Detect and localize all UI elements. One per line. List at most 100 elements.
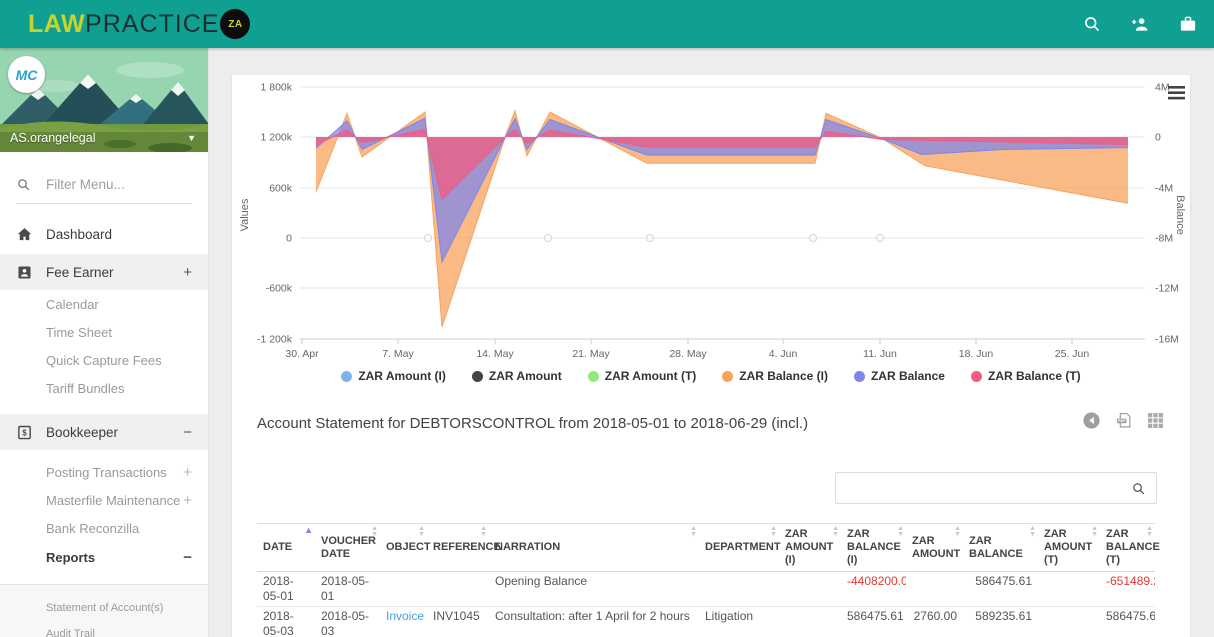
grid-view-icon[interactable] (1147, 412, 1164, 429)
column-header[interactable]: ZAR AMOUNT ▲ ▼ (906, 523, 963, 572)
expander-icon[interactable]: − (183, 548, 192, 566)
table-cell (699, 571, 779, 607)
search-icon[interactable] (1082, 14, 1102, 34)
sidebar-item-label: Audit Trail (46, 628, 95, 637)
column-header[interactable]: ZAR AMOUNT (T) ▲ ▼ (1038, 523, 1100, 572)
sidebar-item-label: Reports (46, 549, 96, 565)
expander-icon[interactable]: + (183, 491, 192, 509)
sidebar-item-bookkeeper[interactable]: $ Bookkeeper − (0, 414, 208, 450)
sidebar-item-dashboard[interactable]: Dashboard (0, 214, 208, 254)
expander-icon[interactable]: + (183, 463, 192, 481)
svg-text:Balance: Balance (1174, 195, 1186, 235)
sidebar-item-masterfile-maintenance[interactable]: Masterfile Maintenance + (0, 486, 208, 514)
home-icon (16, 226, 33, 243)
expander-icon[interactable]: − (183, 423, 192, 441)
legend-dot (853, 370, 865, 382)
legend-dot (587, 370, 599, 382)
sidebar-item-label: Bookkeeper (46, 424, 119, 440)
briefcase-icon[interactable] (1178, 14, 1198, 34)
sidebar-item-bank-reconzilla[interactable]: Bank Reconzilla (0, 514, 208, 542)
column-header[interactable]: ZAR BALANCE (I) ▲ ▼ (841, 523, 906, 572)
search-icon[interactable] (1131, 481, 1146, 496)
table-cell (906, 571, 963, 607)
svg-text:-16M: -16M (1155, 334, 1179, 346)
svg-text:-1 200k: -1 200k (257, 334, 293, 346)
table-search-input[interactable] (836, 473, 1131, 503)
table-cell (380, 571, 427, 607)
logo-practice-text: PRACTICE (85, 9, 220, 38)
sort-icon[interactable]: ▲ ▼ (1146, 525, 1153, 538)
statement-table: DATE ▲ VOUCHER DATE ▲ ▼ OBJECT ▲ ▼ REFERENCE ▲ ▼ NA… (257, 523, 1160, 637)
column-header[interactable]: REFERENCE ▲ ▼ (427, 523, 501, 572)
chart-context-menu-icon[interactable] (1168, 86, 1185, 100)
column-header[interactable]: ZAR BALANCE ▲ ▼ (963, 523, 1038, 572)
sort-icon[interactable]: ▲ ▼ (832, 525, 839, 538)
invoice-link[interactable]: Invoice (386, 609, 425, 623)
sidebar-item-label: Dashboard (46, 226, 113, 242)
table-cell: 586475.61 (841, 606, 906, 637)
sort-icon[interactable]: ▲ ▼ (897, 525, 904, 538)
table-cell (1038, 606, 1100, 637)
legend-dot (341, 370, 353, 382)
content-panel: 1 800k 4M 1 200k 0 600k -4M 0 -8M -600k -12M -1 20… (232, 75, 1190, 637)
svg-text:PDF: PDF (1118, 419, 1126, 423)
table-cell: Consultation: after 1 April for 2 hours (489, 606, 699, 637)
filter-menu-input[interactable] (44, 176, 168, 193)
legend-item[interactable]: ZAR Balance (T) (970, 369, 1081, 383)
legend-item[interactable]: ZAR Amount (I) (341, 369, 446, 383)
legend-item[interactable]: ZAR Balance (853, 369, 945, 383)
table-cell: Opening Balance (489, 571, 699, 607)
negative-amount: -4408200.00 (847, 574, 906, 588)
add-person-icon[interactable] (1130, 14, 1150, 34)
sidebar-item-audit-trail[interactable]: Audit Trail (0, 621, 208, 637)
sidebar-item-quick-capture-fees[interactable]: Quick Capture Fees (0, 346, 208, 374)
sort-icon[interactable]: ▲ ▼ (690, 525, 697, 538)
export-pdf-icon[interactable]: PDF (1115, 412, 1132, 429)
table-row[interactable]: 2018-05-01 2018-05-01 Opening Balance -4408… (257, 571, 1155, 607)
sidebar-item-calendar[interactable]: Calendar (0, 290, 208, 318)
table-row[interactable]: 2018-05-03 2018-05-03 Invoice INV1045 Consul… (257, 606, 1155, 637)
sidebar-item-fee-earner[interactable]: Fee Earner + (0, 254, 208, 290)
sidebar-item-tariff-bundles[interactable]: Tariff Bundles (0, 374, 208, 402)
column-header[interactable]: DATE ▲ (257, 523, 315, 572)
column-header[interactable]: ZAR AMOUNT (I) ▲ ▼ (779, 523, 841, 572)
back-icon[interactable] (1083, 412, 1100, 429)
sidebar-item-label: Time Sheet (46, 324, 112, 340)
account-statement-chart[interactable]: 1 800k 4M 1 200k 0 600k -4M 0 -8M -600k -12M -1 20… (232, 75, 1190, 367)
svg-text:11. Jun: 11. Jun (863, 348, 897, 360)
column-header[interactable]: NARRATION ▲ ▼ (489, 523, 699, 572)
column-header[interactable]: VOUCHER DATE ▲ ▼ (315, 523, 380, 572)
sort-icon[interactable]: ▲ ▼ (1091, 525, 1098, 538)
table-cell: 2018-05-01 (315, 571, 380, 607)
legend-label: ZAR Amount (488, 369, 562, 383)
sort-asc-icon[interactable]: ▲ (304, 525, 313, 535)
sort-icon[interactable]: ▲ ▼ (1029, 525, 1036, 538)
legend-item[interactable]: ZAR Balance (I) (722, 369, 828, 383)
column-header[interactable]: OBJECT ▲ ▼ (380, 523, 431, 572)
profile-header[interactable]: MC AS.orangelegal ▼ (0, 48, 208, 152)
statement-table-wrap: DATE ▲ VOUCHER DATE ▲ ▼ OBJECT ▲ ▼ REFERENCE ▲ ▼ NA… (257, 523, 1160, 637)
table-search (835, 472, 1157, 504)
table-cell: Invoice (380, 606, 427, 637)
sidebar-item-reports[interactable]: Reports − (0, 542, 208, 572)
sort-icon[interactable]: ▲ ▼ (418, 525, 425, 538)
sort-icon[interactable]: ▲ ▼ (954, 525, 961, 538)
legend-dot (970, 370, 982, 382)
search-icon (18, 179, 30, 191)
sidebar-item-posting-transactions[interactable]: Posting Transactions + (0, 458, 208, 486)
sidebar-item-time-sheet[interactable]: Time Sheet (0, 318, 208, 346)
chevron-down-icon[interactable]: ▼ (187, 133, 196, 143)
sort-icon[interactable]: ▲ ▼ (480, 525, 487, 538)
svg-text:Values: Values (239, 198, 251, 231)
table-cell: -4408200.00 (841, 571, 906, 607)
sidebar-item-label: Calendar (46, 296, 99, 312)
column-header[interactable]: DEPARTMENT ▲ ▼ (699, 523, 781, 572)
legend-item[interactable]: ZAR Amount (T) (587, 369, 696, 383)
svg-text:0: 0 (1155, 132, 1161, 144)
column-header[interactable]: ZAR BALANCE (T) ▲ ▼ (1100, 523, 1160, 572)
legend-item[interactable]: ZAR Amount (471, 369, 562, 383)
sort-icon[interactable]: ▲ ▼ (371, 525, 378, 538)
sort-icon[interactable]: ▲ ▼ (770, 525, 777, 538)
expander-icon[interactable]: + (183, 263, 192, 281)
sidebar-item-statement-of-account-s-[interactable]: Statement of Account(s) (0, 595, 208, 621)
